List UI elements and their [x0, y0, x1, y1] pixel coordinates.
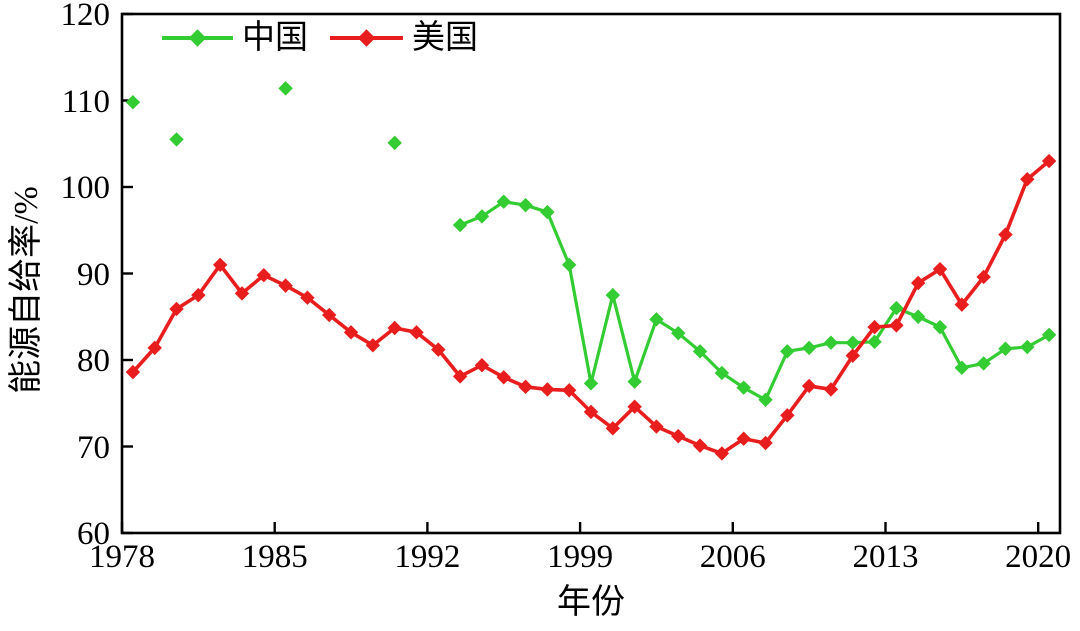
usa-marker [1020, 172, 1035, 187]
usa-marker [147, 340, 162, 356]
china-marker [998, 341, 1013, 356]
y-tick-label: 90 [77, 256, 110, 293]
x-axis-title: 年份 [557, 584, 625, 621]
usa-marker [692, 438, 708, 453]
usa-marker [605, 421, 621, 436]
china-marker [561, 257, 577, 273]
usa-marker [191, 287, 206, 303]
x-tick-label: 1985 [241, 539, 308, 575]
usa-marker [583, 404, 599, 420]
usa-marker [518, 379, 533, 395]
usa-marker [736, 431, 751, 446]
china-marker [736, 380, 751, 395]
usa-marker [758, 435, 773, 451]
china-marker [932, 319, 948, 335]
usa-marker [387, 320, 402, 336]
usa-marker [1041, 153, 1057, 169]
china-marker [823, 335, 839, 350]
china-marker [911, 309, 926, 324]
usa-marker [256, 268, 271, 283]
x-tick-label: 1978 [89, 539, 155, 575]
usa-marker [452, 369, 468, 384]
usa-marker [954, 297, 970, 312]
y-tick-label: 80 [77, 343, 110, 379]
usa-marker [169, 301, 184, 317]
usa-marker [561, 383, 577, 398]
y-tick-label: 100 [60, 170, 111, 206]
usa-marker [845, 348, 860, 363]
x-tick-label: 1992 [394, 539, 461, 575]
china-marker [758, 392, 773, 407]
china-marker [714, 365, 730, 381]
legend-line-usa-marker [357, 29, 376, 47]
x-tick-label: 2020 [1005, 539, 1072, 575]
china-marker [801, 340, 817, 356]
usa-marker [976, 269, 991, 285]
usa-marker [540, 382, 555, 397]
usa-marker [322, 307, 337, 323]
usa-marker [431, 342, 446, 357]
x-tick-label: 2013 [852, 539, 919, 575]
china-marker [627, 374, 642, 389]
china-marker [954, 360, 970, 375]
china-marker [671, 325, 686, 341]
usa-marker [125, 364, 141, 380]
usa-marker [714, 446, 730, 461]
usa-marker [234, 286, 250, 301]
y-tick-label: 110 [61, 83, 110, 120]
usa-marker [627, 399, 642, 414]
china-marker [1041, 327, 1057, 343]
china-marker [583, 376, 599, 391]
china-marker [976, 356, 991, 371]
usa-marker [867, 319, 882, 335]
china-marker [605, 287, 621, 303]
china-line [458, 200, 1051, 402]
china-marker [780, 344, 795, 359]
usa-marker [300, 290, 315, 305]
usa-marker [278, 278, 293, 293]
usa-marker [998, 227, 1013, 242]
usa-marker [911, 275, 926, 291]
usa-marker [496, 370, 511, 385]
legend-label-usa: 美国 [412, 20, 478, 56]
china-marker [278, 81, 293, 96]
china-marker [387, 135, 402, 151]
china-marker [540, 204, 555, 220]
x-tick-label: 1999 [547, 539, 614, 575]
china-marker [518, 197, 533, 213]
y-tick-label: 120 [60, 0, 111, 33]
y-tick-label: 70 [77, 429, 110, 466]
legend-line-china-marker [188, 29, 207, 47]
china-marker [496, 194, 511, 209]
usa-marker [212, 257, 228, 273]
legend-label-china: 中国 [242, 20, 308, 56]
china-marker [1020, 339, 1035, 355]
usa-marker [823, 382, 839, 397]
china-marker [452, 217, 468, 233]
y-tick-label: 60 [77, 516, 110, 552]
china-marker [889, 300, 904, 316]
china-marker [692, 344, 708, 359]
x-tick-label: 2006 [699, 539, 766, 575]
china-marker [474, 209, 490, 224]
usa-marker [780, 408, 795, 423]
usa-marker [365, 338, 381, 353]
china-marker [867, 334, 882, 350]
usa-marker [343, 325, 359, 340]
usa-marker [409, 325, 424, 340]
usa-marker [649, 419, 664, 434]
china-marker [169, 132, 184, 147]
usa-marker [474, 357, 490, 373]
usa-marker [889, 318, 904, 333]
usa-marker [932, 261, 948, 277]
usa-marker [671, 428, 686, 444]
china-marker [125, 95, 141, 110]
china-marker [649, 312, 664, 327]
usa-marker [801, 378, 817, 394]
